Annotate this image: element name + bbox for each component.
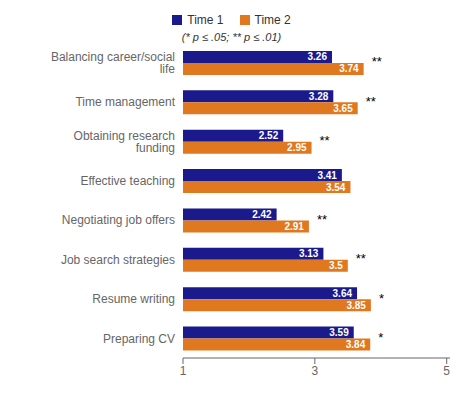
svg-text:**: ** (372, 54, 382, 69)
svg-text:Resume writing: Resume writing (92, 292, 175, 306)
svg-text:2.91: 2.91 (284, 221, 304, 232)
svg-text:3: 3 (312, 364, 319, 378)
svg-text:3.28: 3.28 (309, 91, 329, 102)
svg-text:3.74: 3.74 (339, 63, 359, 74)
svg-text:3.85: 3.85 (346, 300, 366, 311)
svg-text:3.41: 3.41 (317, 170, 337, 181)
svg-text:2.95: 2.95 (287, 142, 307, 153)
svg-text:3.84: 3.84 (346, 339, 366, 350)
svg-text:**: ** (320, 133, 330, 148)
svg-text:3.65: 3.65 (333, 103, 353, 114)
svg-text:**: ** (356, 251, 366, 266)
svg-text:Time management: Time management (75, 95, 175, 109)
svg-text:3.54: 3.54 (326, 182, 346, 193)
svg-text:Job search strategies: Job search strategies (61, 253, 175, 267)
svg-text:*: * (379, 291, 384, 306)
html-text:Time 2: Time 2 (254, 13, 291, 27)
svg-text:2.42: 2.42 (252, 209, 272, 220)
svg-text:Effective teaching: Effective teaching (80, 174, 175, 188)
svg-text:Obtaining researchfunding: Obtaining researchfunding (74, 129, 175, 155)
svg-text:3.5: 3.5 (329, 260, 343, 271)
svg-text:**: ** (366, 94, 376, 109)
html-text:(* p ≤ .05; ** p ≤ .01): (* p ≤ .05; ** p ≤ .01) (181, 31, 282, 43)
svg-text:Balancing career/sociallife: Balancing career/sociallife (51, 50, 175, 76)
svg-text:Preparing CV: Preparing CV (103, 332, 175, 346)
svg-text:5: 5 (443, 364, 450, 378)
svg-text:1: 1 (180, 364, 187, 378)
svg-text:3.26: 3.26 (308, 51, 328, 62)
svg-text:3.13: 3.13 (299, 248, 319, 259)
html-text:Time 1: Time 1 (187, 13, 224, 27)
svg-text:Negotiating job offers: Negotiating job offers (62, 213, 175, 227)
svg-text:2.52: 2.52 (259, 130, 279, 141)
svg-text:3.59: 3.59 (329, 327, 349, 338)
svg-text:**: ** (317, 212, 327, 227)
svg-text:3.64: 3.64 (333, 288, 353, 299)
svg-text:*: * (378, 330, 383, 345)
